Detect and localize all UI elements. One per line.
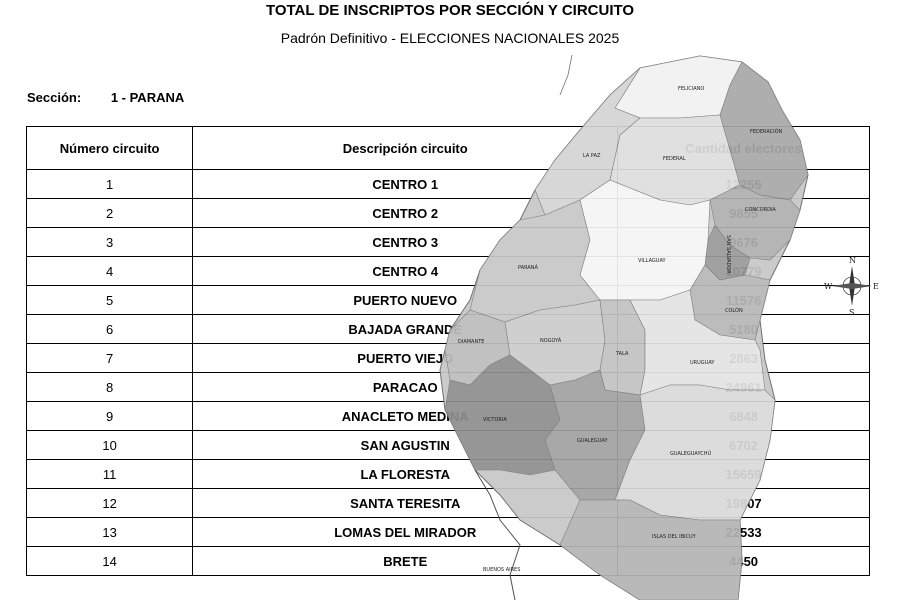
- table-row: 5 PUERTO NUEVO 11576: [25, 285, 870, 315]
- label-feliciano: FELICIANO: [678, 86, 704, 92]
- circuit-number: 7: [25, 343, 194, 373]
- table-row: 4 CENTRO 4 10779: [25, 256, 870, 286]
- voter-count: 9855: [617, 198, 870, 228]
- circuit-number: 3: [25, 227, 194, 257]
- circuit-number: 10: [25, 430, 194, 460]
- circuit-number: 4: [25, 256, 194, 286]
- table-row: 7 PUERTO VIEJO 2863: [25, 343, 870, 373]
- compass-e: E: [873, 282, 879, 291]
- header-cantidad-electores: Cantidad electores: [617, 126, 870, 170]
- voter-count: 6848: [617, 401, 870, 431]
- river-line-north: [559, 54, 573, 96]
- report-subtitle: Padrón Definitivo - ELECCIONES NACIONALE…: [280, 30, 620, 46]
- circuit-description: LA FLORESTA: [192, 459, 619, 489]
- voter-count: 2863: [617, 343, 870, 373]
- header-descripcion-circuito: Descripción circuito: [192, 126, 619, 170]
- section-value: 1 - PARANA: [110, 90, 185, 105]
- table-row: 14 BRETE 4450: [25, 546, 870, 576]
- table-row: 12 SANTA TERESITA 19807: [25, 488, 870, 518]
- table-row: 9 ANACLETO MEDINA 6848: [25, 401, 870, 431]
- circuit-description: PARACAO: [192, 372, 619, 402]
- voter-count: 6702: [617, 430, 870, 460]
- section-label: Sección:: [27, 90, 82, 105]
- circuit-description: ANACLETO MEDINA: [192, 401, 619, 431]
- circuit-description: CENTRO 3: [192, 227, 619, 257]
- table-row: 2 CENTRO 2 9855: [25, 198, 870, 228]
- circuit-description: BRETE: [192, 546, 619, 576]
- circuit-description: LOMAS DEL MIRADOR: [192, 517, 619, 547]
- circuit-description: SAN AGUSTIN: [192, 430, 619, 460]
- circuit-number: 5: [25, 285, 194, 315]
- dept-feliciano: [614, 55, 743, 119]
- voter-count: 9676: [617, 227, 870, 257]
- circuit-number: 8: [25, 372, 194, 402]
- voter-count: 11576: [617, 285, 870, 315]
- voter-count: 24961: [617, 372, 870, 402]
- report-title: TOTAL DE INSCRIPTOS POR SECCIÓN Y CIRCUI…: [265, 2, 635, 19]
- circuit-description: CENTRO 4: [192, 256, 619, 286]
- circuit-description: CENTRO 1: [192, 169, 619, 199]
- circuit-number: 9: [25, 401, 194, 431]
- circuit-number: 14: [25, 546, 194, 576]
- circuit-number: 1: [25, 169, 194, 199]
- voter-count: 22533: [617, 517, 870, 547]
- circuit-description: CENTRO 2: [192, 198, 619, 228]
- voter-count: 19807: [617, 488, 870, 518]
- circuit-description: BAJADA GRANDE: [192, 314, 619, 344]
- section-line: Sección: 1 - PARANA: [27, 90, 184, 105]
- voter-count: 5180: [617, 314, 870, 344]
- voter-count: 10779: [617, 256, 870, 286]
- circuits-table: Número circuito Descripción circuito Can…: [25, 126, 870, 576]
- voter-count: 15659: [617, 459, 870, 489]
- table-row: 6 BAJADA GRANDE 5180: [25, 314, 870, 344]
- table-body: 1 CENTRO 1 12255 2 CENTRO 2 9855 3 CENTRO 3 9676…: [25, 169, 870, 576]
- table-row: 8 PARACAO 24961: [25, 372, 870, 402]
- circuit-number: 6: [25, 314, 194, 344]
- circuit-description: PUERTO VIEJO: [192, 343, 619, 373]
- table-row: 11 LA FLORESTA 15659: [25, 459, 870, 489]
- table-row: 3 CENTRO 3 9676: [25, 227, 870, 257]
- circuit-description: SANTA TERESITA: [192, 488, 619, 518]
- voter-count: 4450: [617, 546, 870, 576]
- voter-count: 12255: [617, 169, 870, 199]
- circuit-number: 12: [25, 488, 194, 518]
- circuit-number: 13: [25, 517, 194, 547]
- table-row: 1 CENTRO 1 12255: [25, 169, 870, 199]
- circuit-description: PUERTO NUEVO: [192, 285, 619, 315]
- table-row: 13 LOMAS DEL MIRADOR 22533: [25, 517, 870, 547]
- header-numero-circuito: Número circuito: [25, 126, 194, 170]
- circuit-number: 11: [25, 459, 194, 489]
- table-row: 10 SAN AGUSTIN 6702: [25, 430, 870, 460]
- circuit-number: 2: [25, 198, 194, 228]
- table-header-row: Número circuito Descripción circuito Can…: [25, 126, 870, 170]
